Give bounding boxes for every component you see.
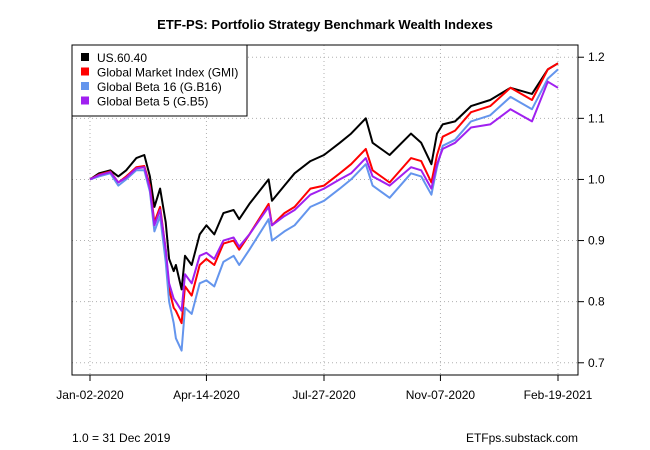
x-tick-label: Jul-27-2020 <box>292 388 356 402</box>
x-tick-label: Nov-07-2020 <box>406 388 476 402</box>
plot-frame <box>71 44 579 376</box>
legend-swatch <box>81 53 89 61</box>
legend-label: Global Beta 16 (G.B16) <box>97 80 222 94</box>
legend-label: Global Market Index (GMI) <box>97 66 238 80</box>
x-tick-label: Feb-19-2021 <box>524 388 593 402</box>
series-layer <box>89 62 559 352</box>
y-tick-label: 0.7 <box>588 356 605 370</box>
legend-swatch <box>81 96 89 105</box>
footer-source: ETFps.substack.com <box>466 431 578 445</box>
legend-box <box>71 44 248 117</box>
x-tick-label: Apr-14-2020 <box>173 388 240 402</box>
y-tick-label: 1.2 <box>588 50 605 64</box>
y-tick-label: 0.8 <box>588 295 605 309</box>
series-line <box>89 62 559 291</box>
y-axis: 0.7 0.8 0.9 1.0 1.1 1.2 <box>578 50 605 370</box>
x-axis: Jan-02-2020 Apr-14-2020 Jul-27-2020 Nov-07-… <box>56 375 593 402</box>
legend-label: Global Beta 5 (G.B5) <box>97 95 208 109</box>
y-tick-label: 1.1 <box>588 111 605 125</box>
legend-label: US.60.40 <box>97 51 147 65</box>
chart-title: ETF-PS: Portfolio Strategy Benchmark Wea… <box>157 17 493 32</box>
x-tick-label: Jan-02-2020 <box>56 388 124 402</box>
y-tick-label: 1.0 <box>588 172 605 186</box>
legend-swatch <box>81 82 89 90</box>
y-tick-label: 0.9 <box>588 234 605 248</box>
footer-baseline-note: 1.0 = 31 Dec 2019 <box>72 431 171 445</box>
series-line <box>89 80 559 312</box>
legend-swatch <box>81 67 89 76</box>
